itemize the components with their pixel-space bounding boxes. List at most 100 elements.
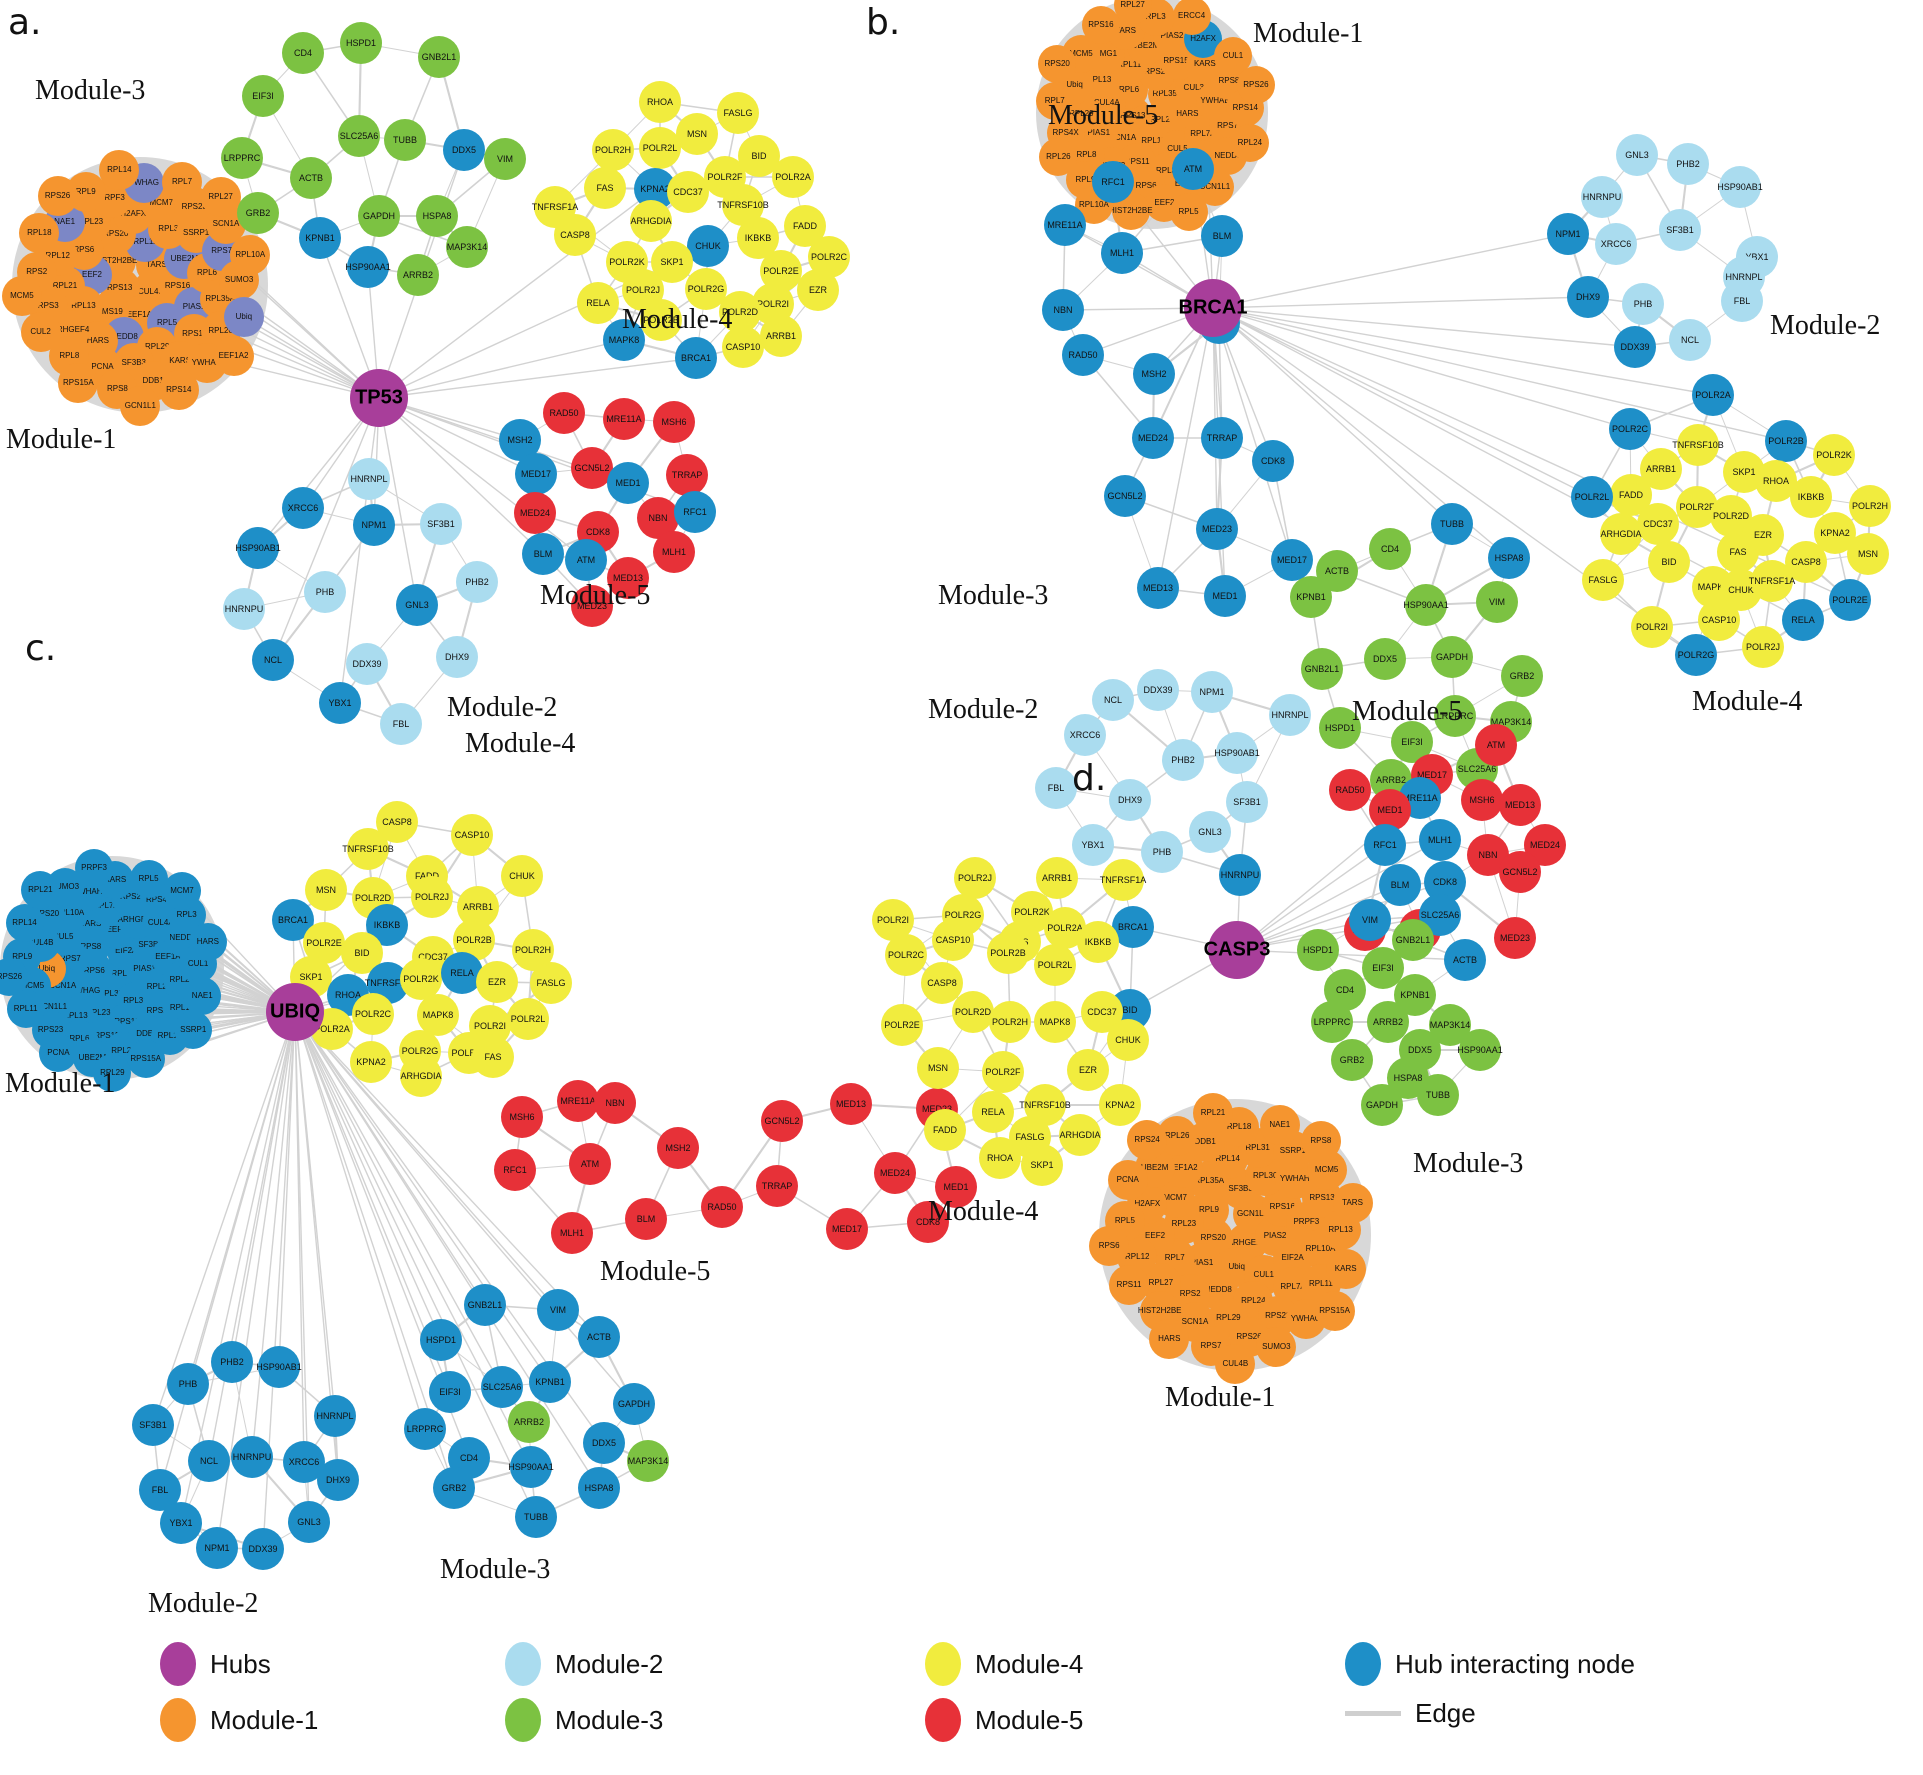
node-label: HIST2H2BE (1137, 1306, 1182, 1316)
node-label: RPL24 (1237, 138, 1263, 148)
node-label: RPS11 (1124, 156, 1150, 166)
node-label: RPS11 (1116, 1279, 1142, 1289)
node-label: SKP1 (299, 971, 323, 982)
node-label: RPL26 (208, 325, 233, 335)
node-label: GNL3 (1625, 149, 1649, 160)
node-label: KPNA2 (1105, 1099, 1135, 1110)
node-label: RAD50 (1068, 349, 1098, 360)
node-SF3B1: SF3B1 (1659, 209, 1701, 251)
node-label: TRRAP (761, 1180, 793, 1191)
node-label: ARRB1 (765, 330, 796, 341)
node-label: POLR2C (810, 251, 847, 262)
node-label: RPL14 (12, 917, 37, 927)
node-label: SKP1 (1030, 1159, 1054, 1170)
node-label: TNFRSF1A (1099, 874, 1147, 885)
node-label: RPS23 (37, 1025, 64, 1035)
node-HSP90AB1: HSP90AB1 (1214, 732, 1260, 774)
node-label: NEDD8 (1204, 1284, 1232, 1294)
node-label: CUL4B (1222, 1358, 1249, 1368)
node-label: RPS15A (1319, 1305, 1350, 1315)
node-label: GAPDH (362, 210, 395, 221)
node-KARS: KARS (1325, 1249, 1366, 1290)
node-label: TARS (1115, 26, 1136, 36)
node-MED1: MED1 (935, 1166, 977, 1208)
node-RPL21: RPL21 (1193, 1092, 1233, 1133)
node-label: RHOA (986, 1152, 1013, 1163)
node-YBX1: YBX1 (1072, 824, 1114, 866)
node-label: MAP3K14 (1429, 1019, 1471, 1030)
node-HNRNPL: HNRNPL (314, 1395, 356, 1437)
node-label: EIF3I (1372, 962, 1394, 973)
node-RPS11: RPS11 (1109, 1264, 1150, 1305)
node-label: MED1 (1212, 590, 1238, 601)
node-label: MED13 (1504, 799, 1535, 810)
node-label: PIAS1 (182, 301, 206, 311)
node-label: RPL27 (111, 1046, 136, 1056)
node-EZR: EZR (476, 961, 518, 1003)
node-POLR2D: POLR2D (952, 991, 994, 1033)
node-label: ARHGEF4 (1227, 1237, 1266, 1247)
node-label: MSH2 (507, 434, 533, 445)
node-RELA: RELA (441, 952, 483, 994)
node-MED17: MED17 (515, 453, 557, 495)
node-label: KPNB1 (1296, 591, 1326, 602)
node-label: RELA (450, 967, 474, 978)
node-label: CASP8 (560, 229, 590, 240)
node-label: CHUK (1115, 1034, 1141, 1045)
node-label: RPS20 (1200, 1233, 1226, 1243)
node-label: HNRNPU (1220, 869, 1260, 880)
node-BLM: BLM (625, 1198, 667, 1240)
node-label: HSPD1 (425, 1334, 456, 1345)
node-label: GNB2L1 (421, 51, 457, 62)
node-FAS: FAS (1717, 531, 1759, 573)
node-PHB2: PHB2 (1162, 739, 1204, 781)
node-label: SCN1A (49, 981, 77, 991)
node-label: MED17 (831, 1223, 862, 1234)
edge (378, 397, 418, 606)
node-label: RPL5 (1178, 207, 1199, 217)
node-label: YWHAG (128, 178, 159, 188)
module-label: Module-5 (600, 1256, 711, 1287)
node-PCNA: PCNA (1107, 1159, 1148, 1200)
node-label: NBN (1478, 849, 1498, 860)
node-label: RAD50 (707, 1201, 737, 1212)
node-label: EIF3I (1401, 736, 1423, 747)
node-label: FASLG (723, 107, 753, 118)
node-label: SUMO3 (50, 882, 80, 892)
node-HSP90AB1: HSP90AB1 (256, 1346, 302, 1388)
node-PHB2: PHB2 (211, 1341, 253, 1383)
node-label: RPS13 (114, 1016, 140, 1026)
node-label: RPL7 (111, 969, 132, 979)
node-label: POLR2C (887, 949, 924, 960)
node-label: HSPA8 (1494, 552, 1524, 563)
node-label: CD4 (459, 1452, 478, 1463)
node-label: IKBKB (1797, 491, 1825, 502)
node-label: GCN5L2 (1502, 866, 1538, 877)
node-label: GRB2 (441, 1482, 467, 1493)
module-label: Module-4 (465, 728, 576, 759)
node-label: RPS13 (1120, 110, 1146, 120)
node-label: SKP1 (660, 256, 684, 267)
node-label: YWHAH (72, 887, 103, 897)
node-FASLG: FASLG (530, 962, 572, 1004)
node-RAD50: RAD50 (1062, 334, 1104, 376)
node-label: PHB (178, 1378, 198, 1389)
node-label: GNL3 (1198, 826, 1222, 837)
node-HSPD1: HSPD1 (420, 1319, 462, 1361)
node-label: MCM7 (1163, 1192, 1187, 1202)
node-PHB2: PHB2 (456, 561, 498, 603)
module-label: Module-3 (1413, 1148, 1524, 1179)
node-label: KPNB1 (535, 1376, 565, 1387)
node-POLR2A: POLR2A (772, 156, 814, 198)
legend-label: Module-2 (555, 1648, 664, 1679)
node-label: CDC37 (418, 951, 448, 962)
node-label: SF3B3 (121, 358, 146, 368)
node-label: MED23 (576, 600, 607, 611)
node-TUBB: TUBB (1417, 1074, 1459, 1116)
node-label: MMS19 (95, 306, 123, 316)
node-EIF3I: EIF3I (242, 75, 284, 117)
node-label: PIAS1 (1190, 1258, 1214, 1268)
node-label: POLR2B (643, 314, 679, 325)
node-RPL21: RPL21 (21, 871, 60, 910)
node-label: SCN1A (1109, 132, 1137, 142)
